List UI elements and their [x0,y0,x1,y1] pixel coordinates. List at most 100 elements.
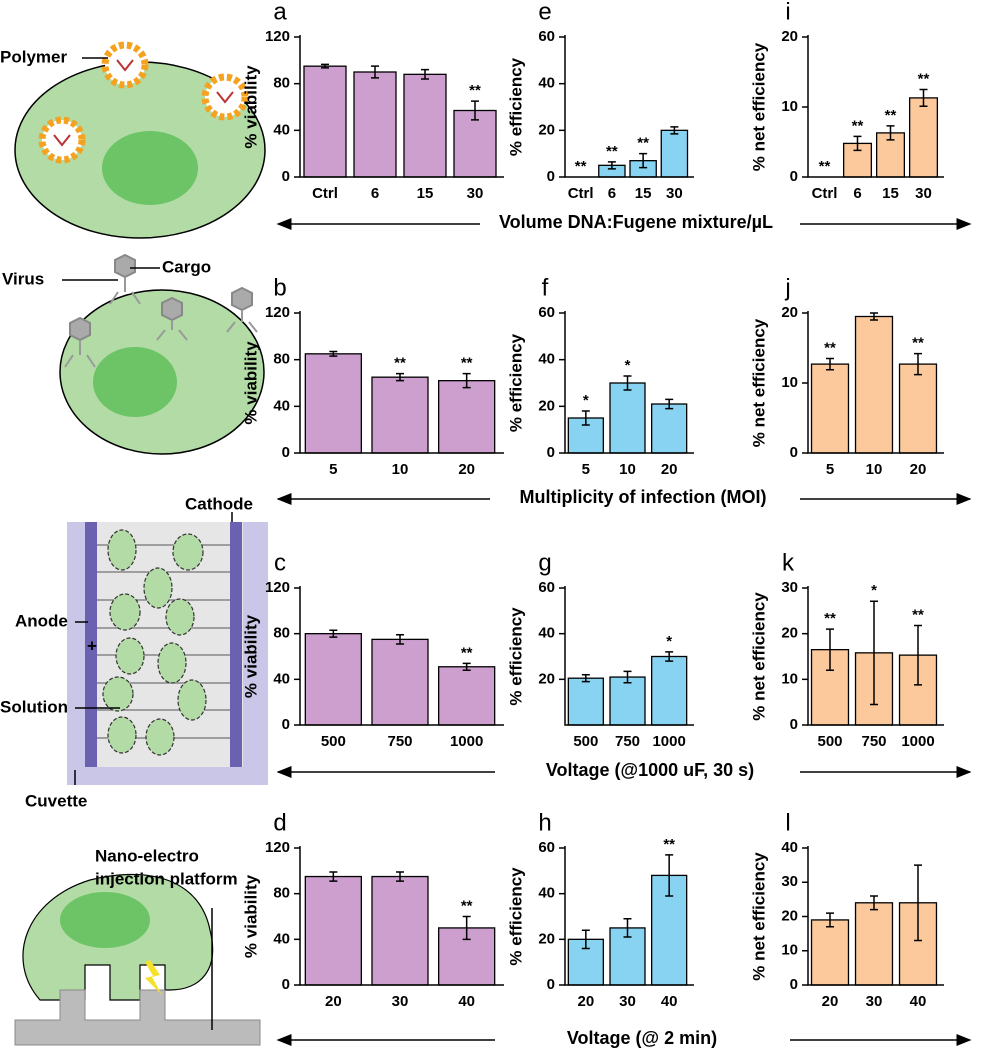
y-tick-label: 0 [282,168,290,185]
y-tick-label: 40 [273,930,290,947]
x-tick-label: 40 [661,993,678,1010]
x-tick-label: 1000 [450,733,483,750]
axis [807,586,944,726]
significance: * [871,582,877,599]
bar [651,403,688,454]
significance: * [666,633,672,650]
polymer-diagram: Polymer [0,41,266,239]
bar [453,109,497,178]
panel-letter: k [782,549,795,576]
bar [810,363,850,454]
x-tick-label: 10 [866,461,883,478]
panel-letter: f [542,274,549,301]
x-tick-label: 40 [458,993,475,1010]
diagram-label: + [87,636,97,655]
panel-letter: h [538,809,551,836]
diagram-label: injection platform [95,869,238,888]
axis [807,35,944,178]
error-bar [623,670,632,684]
significance: ** [461,355,473,372]
error-bar [914,624,922,686]
error-bar [914,864,922,942]
y-tick-label: 40 [538,885,555,902]
significance: ** [394,355,406,372]
y-tick-label: 10 [781,670,798,687]
bar [371,875,429,986]
platform-diagram: Nano-electro injection platform [14,846,261,1046]
y-tick-label: 0 [790,444,798,461]
significance: ** [606,143,618,160]
y-tick-label: 0 [547,444,555,461]
diagram-label: Anode [15,611,68,630]
error-bar [421,68,429,80]
y-tick-label: 20 [781,304,798,321]
bar [371,638,429,726]
y-axis-label: % net efficiency [749,592,768,721]
y-tick-label: 120 [265,579,290,596]
row-label: Voltage (@1000 uF, 30 s) [546,760,754,780]
diagram-label: Virus [2,269,44,288]
axis [564,35,694,178]
x-tick-label: 6 [371,185,379,202]
x-tick-label: 6 [853,185,861,202]
x-tick-label: 500 [573,733,598,750]
error-bar [471,100,479,121]
axis [564,311,694,454]
significance: ** [663,836,675,853]
bar [304,633,362,726]
y-tick-label: 30 [781,873,798,890]
x-tick-label: 10 [619,461,636,478]
y-tick-label: 10 [781,98,798,115]
axis [564,846,694,986]
bar [609,676,646,726]
y-axis-label: % viability [241,341,260,425]
error-bar [623,375,632,391]
y-axis-label: % efficiency [506,607,525,706]
y-tick-label: 20 [781,28,798,45]
y-tick-label: 80 [273,625,290,642]
error-bar [870,895,878,911]
error-bar [919,88,928,108]
y-tick-label: 80 [273,351,290,368]
y-tick-label: 60 [538,579,555,596]
axis [299,586,504,726]
x-tick-label: 10 [392,461,409,478]
axis [299,846,504,986]
y-axis-label: % net efficiency [749,318,768,447]
y-tick-label: 20 [781,625,798,642]
row-label: Multiplicity of infection (MOI) [520,487,767,507]
y-tick-label: 40 [538,75,555,92]
bar [303,65,347,178]
panel-letter: c [274,549,286,576]
x-tick-label: 750 [861,733,886,750]
error-bar [581,410,590,426]
bar [651,655,688,726]
panel-letter: j [784,274,790,301]
panel-letter: l [785,809,790,836]
y-tick-label: 120 [265,28,290,45]
panel-letter: e [538,0,551,25]
y-tick-label: 40 [273,397,290,414]
y-tick-label: 0 [547,976,555,993]
x-tick-label: 15 [882,185,899,202]
x-tick-label: 1000 [652,733,685,750]
error-bar [329,629,338,638]
y-tick-label: 20 [538,930,555,947]
significance: ** [824,339,836,356]
y-tick-label: 120 [265,304,290,321]
y-tick-label: 40 [538,351,555,368]
diagram-label: Polymer [0,47,67,66]
panel-letter: i [785,0,790,25]
x-tick-label: 500 [321,733,346,750]
error-bar [396,871,404,882]
significance: ** [912,606,924,623]
error-bar [826,912,834,928]
significance: ** [918,70,930,87]
error-bar [396,372,404,382]
y-tick-label: 0 [547,168,555,185]
error-bar [826,628,834,671]
y-tick-label: 40 [273,670,290,687]
y-tick-label: 40 [781,839,798,856]
y-axis-label: % net efficiency [749,852,768,981]
